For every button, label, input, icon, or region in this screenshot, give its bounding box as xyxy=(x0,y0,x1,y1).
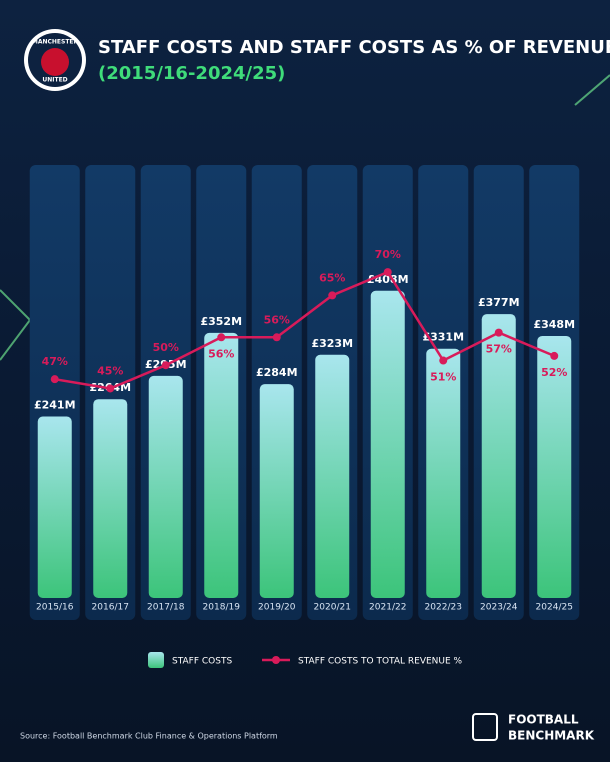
brand-text: BENCHMARK xyxy=(508,729,595,743)
bar-value-label: £348M xyxy=(533,318,575,331)
line-value-label: 56% xyxy=(208,347,234,360)
x-tick-label: 2024/25 xyxy=(536,603,573,613)
legend-label: STAFF COSTS TO TOTAL REVENUE % xyxy=(298,657,463,667)
bar xyxy=(204,332,239,598)
brand-text: FOOTBALL xyxy=(508,713,579,727)
line-value-label: 50% xyxy=(153,341,179,354)
bar-value-label: £241M xyxy=(34,399,76,412)
brand: FOOTBALL BENCHMARK xyxy=(472,713,595,743)
line-point xyxy=(106,384,115,393)
legend-swatch xyxy=(148,652,164,668)
crest: MANCHESTER UNITED xyxy=(24,29,86,91)
line-point xyxy=(272,333,281,342)
bar-value-label: £352M xyxy=(200,315,242,328)
line-value-label: 56% xyxy=(264,313,290,326)
bar-value-label: £331M xyxy=(422,331,464,344)
bar xyxy=(426,348,461,598)
line-value-label: 57% xyxy=(486,343,512,356)
line-value-label: 52% xyxy=(541,366,567,379)
bar xyxy=(259,384,294,598)
x-tick-label: 2017/18 xyxy=(147,603,185,613)
line-point xyxy=(161,361,170,370)
line-value-label: 70% xyxy=(375,248,401,261)
crest-text: MANCHESTER xyxy=(32,39,79,46)
line-value-label: 45% xyxy=(97,364,123,377)
decor xyxy=(574,74,610,106)
chart-title: STAFF COSTS AND STAFF COSTS AS % OF REVE… xyxy=(98,37,610,58)
source: Source: Football Benchmark Club Finance … xyxy=(20,732,278,741)
x-tick-label: 2018/19 xyxy=(203,603,241,613)
bar xyxy=(481,314,516,598)
line-point xyxy=(217,333,226,342)
bar xyxy=(537,335,572,598)
bar xyxy=(37,416,72,598)
line xyxy=(54,270,555,390)
x-tick-label: 2023/24 xyxy=(480,603,518,613)
bar-value-label: £377M xyxy=(478,296,520,309)
bar-value-label: £323M xyxy=(311,337,353,350)
x-tick-label: 2021/22 xyxy=(369,603,406,613)
line-value-label: 65% xyxy=(319,271,345,284)
x-tick-label: 2016/17 xyxy=(92,603,129,613)
legend-label: STAFF COSTS xyxy=(172,657,232,667)
bar xyxy=(315,354,350,598)
bar xyxy=(93,399,128,598)
bar xyxy=(370,290,405,598)
bar xyxy=(148,375,183,598)
x-tick-label: 2022/23 xyxy=(425,603,462,613)
crest-text: UNITED xyxy=(42,77,67,84)
line-point xyxy=(439,356,448,365)
chart-subtitle: (2015/16-2024/25) xyxy=(98,63,285,84)
x-tick-label: 2020/21 xyxy=(314,603,351,613)
x-tick-label: 2019/20 xyxy=(258,603,296,613)
line-point xyxy=(50,375,59,384)
bar-value-label: £284M xyxy=(256,366,298,379)
line-value-label: 47% xyxy=(42,355,68,368)
line-point xyxy=(383,268,392,277)
line-point xyxy=(494,328,503,337)
legend-swatch xyxy=(272,656,280,664)
line-point xyxy=(550,351,559,360)
line-point xyxy=(328,291,337,300)
line-value-label: 51% xyxy=(430,371,456,384)
x-tick-label: 2015/16 xyxy=(36,603,74,613)
